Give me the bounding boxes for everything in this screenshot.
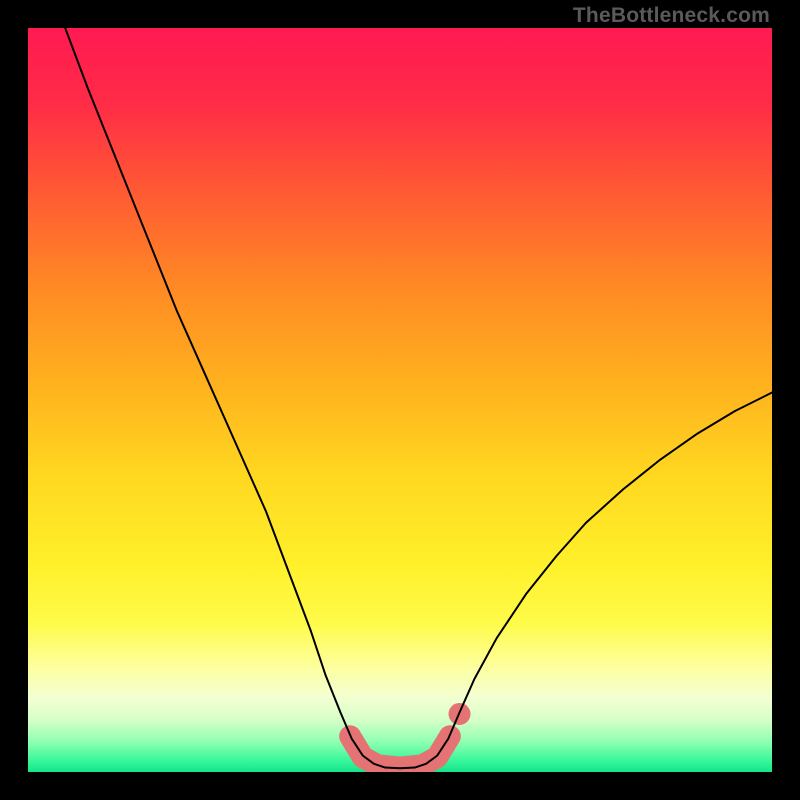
bottleneck-band [350, 736, 450, 767]
watermark-text: TheBottleneck.com [573, 4, 770, 28]
bottleneck-curve [65, 28, 772, 768]
curve-layer [28, 28, 772, 772]
chart-frame: TheBottleneck.com [0, 0, 800, 800]
plot-area [28, 28, 772, 772]
